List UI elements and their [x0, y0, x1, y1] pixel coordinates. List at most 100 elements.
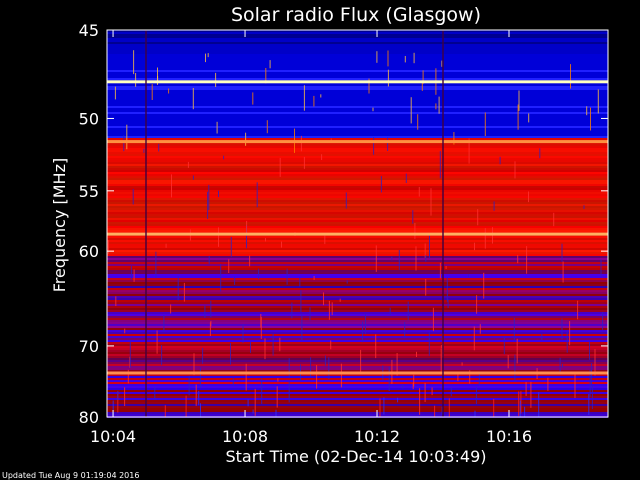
- spectrogram-row: [107, 218, 608, 220]
- spectrogram-streak: [254, 388, 256, 416]
- spectrogram-streak: [208, 184, 210, 210]
- spectrogram-streak: [249, 255, 251, 267]
- x-axis-label: Start Time (02-Dec-14 10:03:49): [225, 447, 486, 466]
- spectrogram-streak: [204, 305, 206, 318]
- spectrogram-streak: [364, 313, 366, 335]
- spectrogram-streak: [396, 353, 398, 376]
- spectrogram-row: [107, 254, 608, 256]
- spectrogram-streak: [475, 386, 477, 405]
- spectrogram-row: [107, 338, 608, 340]
- spectrogram-row: [107, 84, 608, 86]
- spectrogram-streak: [467, 274, 469, 278]
- spectrogram-streak: [368, 78, 370, 94]
- spectrogram-streak: [561, 243, 563, 262]
- spectrogram-row: [107, 302, 608, 304]
- spectrogram-streak: [413, 374, 415, 387]
- spectrogram-row: [107, 178, 608, 180]
- spectrogram-row: [107, 46, 608, 48]
- spectrogram-row: [107, 108, 608, 110]
- spectrogram-row: [107, 64, 608, 66]
- spectrogram-row: [107, 150, 608, 152]
- spectrogram-streak: [518, 90, 520, 111]
- spectrogram-row: [107, 242, 608, 244]
- spectrogram-row: [107, 38, 608, 40]
- spectrogram-streak: [115, 296, 117, 306]
- spectrogram-row: [107, 408, 608, 410]
- spectrogram-row: [107, 206, 608, 208]
- spectrogram-streak: [250, 341, 251, 353]
- spectrogram-plot-area: [107, 30, 608, 418]
- spectrogram-row: [107, 76, 608, 78]
- spectrogram-streak: [407, 301, 409, 321]
- spectrogram-streak: [216, 121, 218, 134]
- spectrogram-row: [107, 230, 608, 232]
- spectrogram-streak: [431, 387, 433, 396]
- bright-lane: [107, 80, 608, 84]
- spectrogram-streak: [164, 405, 166, 417]
- plot-frame: [106, 29, 609, 418]
- spectrogram-row: [107, 212, 608, 214]
- spectrogram-row: [107, 288, 608, 290]
- spectrogram-streak: [499, 156, 501, 165]
- spectrogram-streak: [324, 235, 326, 245]
- spectrogram-row: [107, 160, 608, 162]
- spectrogram-row: [107, 328, 608, 330]
- spectrogram-row: [107, 210, 608, 212]
- spectrogram-streak: [417, 114, 419, 130]
- spectrogram-streak: [518, 391, 520, 416]
- spectrogram-streak: [177, 275, 179, 301]
- spectrogram-streak: [387, 69, 389, 87]
- spectrogram-streak: [192, 88, 194, 110]
- spectrogram-streak: [281, 241, 282, 248]
- spectrogram-streak: [300, 290, 302, 313]
- spectrogram-streak: [561, 318, 563, 340]
- spectrogram-streak: [376, 51, 378, 63]
- spectrogram-streak: [438, 96, 440, 114]
- spectrogram-row: [107, 190, 608, 192]
- spectrogram-streak: [126, 124, 128, 150]
- spectrogram-streak: [590, 107, 591, 131]
- spectrogram-streak: [445, 266, 447, 269]
- spectrogram-streak: [117, 390, 119, 400]
- spectrogram-row: [107, 248, 608, 250]
- spectrogram-row: [107, 52, 608, 54]
- spectrogram-row: [107, 348, 608, 350]
- spectrogram-row: [107, 156, 608, 158]
- spectrogram-streak: [303, 85, 305, 111]
- spectrogram-row: [107, 228, 608, 230]
- spectrogram-row: [107, 158, 608, 160]
- spectrogram-streak: [220, 263, 222, 292]
- spectrogram-row: [107, 404, 608, 406]
- spectrogram-row: [107, 382, 608, 384]
- spectrogram-streak: [340, 363, 342, 388]
- spectrogram-row: [107, 238, 608, 240]
- spectrogram-row: [107, 360, 608, 362]
- spectrogram-streak: [520, 391, 522, 414]
- spectrogram-streak: [133, 269, 135, 282]
- spectrogram-row: [107, 390, 608, 392]
- spectrogram-streak: [538, 392, 540, 417]
- spectrogram-row: [107, 296, 608, 298]
- spectrogram-row: [107, 162, 608, 164]
- spectrogram-streak: [301, 313, 303, 341]
- time-gap: [442, 30, 444, 417]
- spectrogram-row: [107, 60, 608, 62]
- spectrogram-streak: [133, 50, 135, 75]
- spectrogram-row: [107, 166, 608, 168]
- spectrogram-row: [107, 350, 608, 352]
- spectrogram-streak: [223, 155, 225, 160]
- spectrogram-row: [107, 208, 608, 210]
- spectrogram-streak: [398, 250, 400, 270]
- time-gaps: [145, 30, 444, 417]
- spectrogram-streak: [185, 395, 187, 417]
- spectrogram-row: [107, 174, 608, 176]
- spectrogram-row: [107, 114, 608, 116]
- spectrogram-row: [107, 368, 608, 370]
- spectrogram-streak: [108, 240, 109, 254]
- spectrogram-streak: [303, 156, 305, 169]
- spectrogram-streak: [484, 228, 486, 249]
- spectrogram-row: [107, 70, 608, 72]
- bright-lane: [107, 371, 608, 375]
- spectrogram-streak: [588, 394, 590, 415]
